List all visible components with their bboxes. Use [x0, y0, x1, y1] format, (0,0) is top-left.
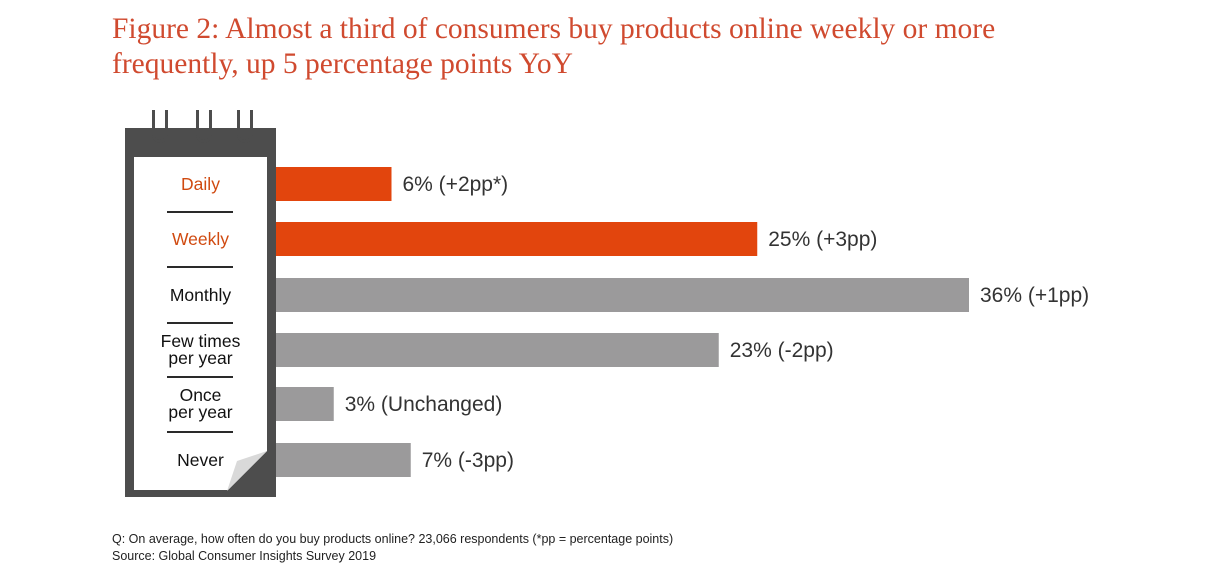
chart-title-line-1: Figure 2: Almost a third of consumers bu… — [112, 13, 996, 45]
category-separator — [167, 321, 233, 324]
category-separator — [167, 210, 233, 213]
category-label-line: per year — [168, 348, 233, 368]
footnote-source: Source: Global Consumer Insights Survey … — [112, 549, 377, 563]
category-separator — [167, 266, 233, 268]
category-label-line: per year — [168, 402, 233, 422]
calendar-graphic: Daily Weekly Monthly Few times per year Once p… — [125, 108, 276, 498]
bar-1 — [276, 222, 758, 256]
category-label-4: Once per year — [134, 385, 267, 422]
category-label-line: Weekly — [171, 228, 230, 249]
bar-0 — [276, 167, 392, 201]
category-label-line: Once — [179, 385, 222, 405]
category-label-line: Monthly — [169, 284, 232, 305]
bar-value-label-2: 36% (+1pp) — [980, 284, 1089, 307]
category-label-0: Daily — [134, 173, 267, 194]
calendar-ring-icon — [237, 110, 253, 143]
bar-value-label-3: 23% (-2pp) — [730, 339, 834, 362]
calendar-ring-icon — [196, 110, 212, 143]
bar-2 — [276, 278, 969, 312]
footnote-question: Q: On average, how often do you buy prod… — [112, 532, 674, 546]
bar-4 — [276, 387, 334, 421]
category-label-line: Daily — [181, 173, 220, 194]
bar-value-label-0: 6% (+2pp*) — [403, 173, 509, 196]
category-separator — [167, 431, 233, 433]
category-label-1: Weekly — [134, 228, 267, 249]
calendar-page — [134, 157, 267, 490]
chart-title: Figure 2: Almost a third of consumers bu… — [112, 12, 1172, 82]
category-label-3: Few times per year — [134, 331, 267, 368]
category-label-2: Monthly — [134, 284, 267, 305]
chart-title-line-2: frequently, up 5 percentage points YoY — [112, 48, 573, 80]
bar-5 — [276, 443, 411, 477]
calendar-ring-icon — [152, 110, 168, 143]
bar-value-label-4: 3% (Unchanged) — [345, 393, 503, 416]
category-separator — [167, 376, 233, 378]
category-label-line: Few times — [160, 331, 241, 351]
bar-value-label-5: 7% (-3pp) — [422, 449, 514, 472]
bar-3 — [276, 333, 719, 367]
bar-value-label-1: 25% (+3pp) — [768, 228, 877, 251]
category-label-5: Never — [134, 449, 267, 470]
category-label-line: Never — [177, 449, 224, 470]
page-curl-icon — [227, 451, 267, 491]
